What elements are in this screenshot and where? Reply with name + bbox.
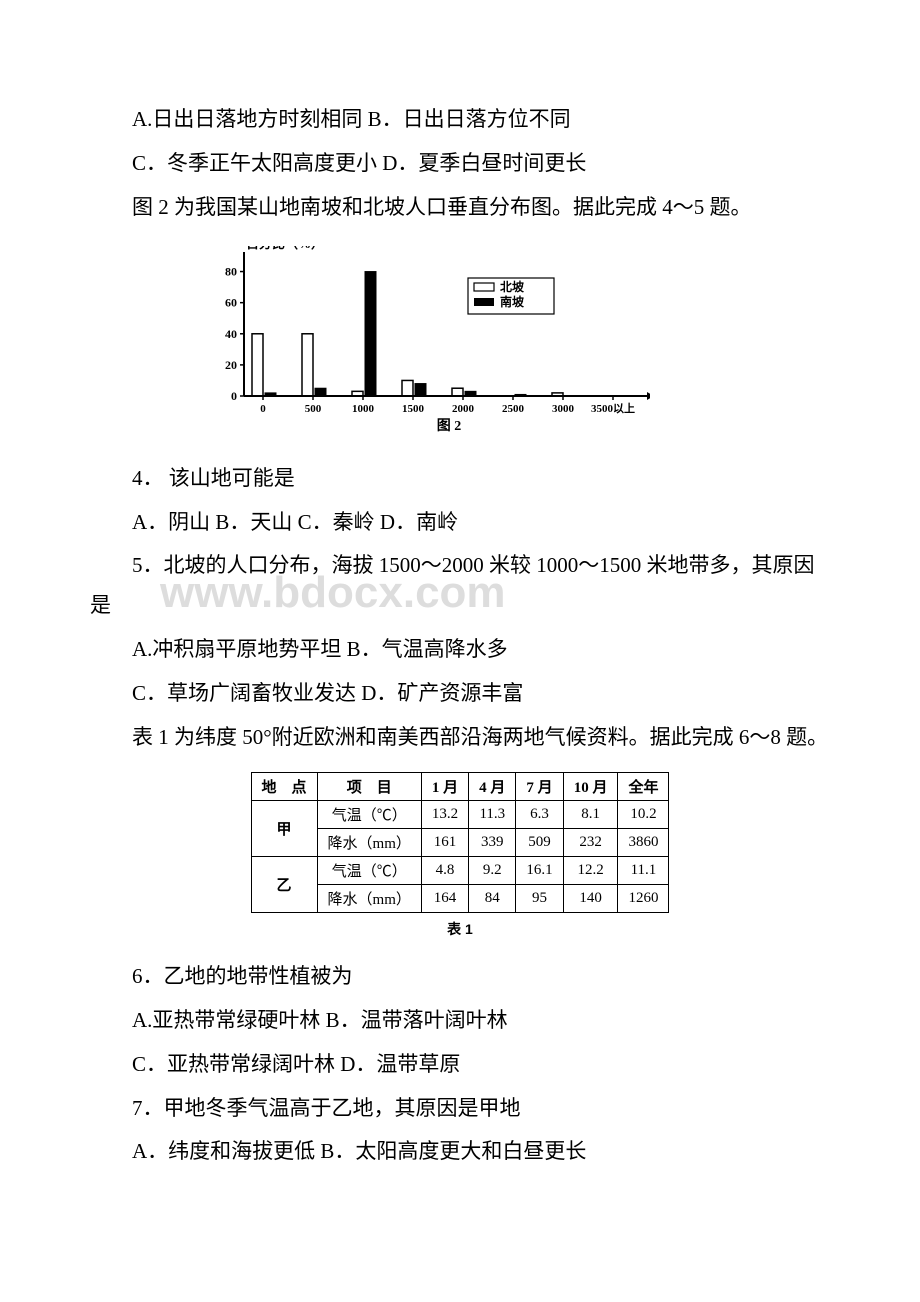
table-value-cell: 6.3 xyxy=(516,800,563,828)
bar-chart-svg: 百分比（%） 0 20 40 60 80 0 500 1000 1500 2000 2500 3000 3… xyxy=(210,246,650,436)
svg-text:3500以上: 3500以上 xyxy=(591,401,635,415)
table-value-cell: 232 xyxy=(563,828,618,856)
intro-table1: 表 1 为纬度 50°附近欧洲和南美西部沿海两地气候资料。据此完成 6～8 题。 xyxy=(90,718,830,758)
table-item-cell: 气温（℃） xyxy=(317,800,421,828)
svg-text:80: 80 xyxy=(225,264,237,278)
table-header-cell: 全年 xyxy=(618,772,669,800)
q6-stem: 6．乙地的地带性植被为 xyxy=(90,957,830,997)
svg-text:0: 0 xyxy=(231,389,237,403)
q7-opts-a: A．纬度和海拔更低 B．太阳高度更大和白昼更长 xyxy=(90,1132,830,1172)
svg-text:0: 0 xyxy=(260,403,266,415)
table-value-cell: 12.2 xyxy=(563,856,618,884)
table-header-cell: 1 月 xyxy=(421,772,468,800)
svg-text:500: 500 xyxy=(305,403,322,415)
table-item-cell: 降水（mm） xyxy=(317,884,421,912)
q3-line1: A.日出日落地方时刻相同 B．日出日落方位不同 xyxy=(90,100,830,140)
svg-text:北坡: 北坡 xyxy=(500,279,525,294)
table-value-cell: 339 xyxy=(469,828,516,856)
table-caption: 表 1 xyxy=(90,919,830,939)
table-value-cell: 95 xyxy=(516,884,563,912)
intro-fig2: 图 2 为我国某山地南坡和北坡人口垂直分布图。据此完成 4～5 题。 xyxy=(90,188,830,228)
table-value-cell: 3860 xyxy=(618,828,669,856)
table-value-cell: 13.2 xyxy=(421,800,468,828)
climate-table: 地 点项 目1 月4 月7 月10 月全年甲气温（℃）13.211.36.38.… xyxy=(251,772,670,913)
svg-text:20: 20 xyxy=(225,358,237,372)
table-row: 甲气温（℃）13.211.36.38.110.2 xyxy=(251,800,669,828)
q4-stem: 4． 该山地可能是 xyxy=(90,459,830,499)
table-value-cell: 10.2 xyxy=(618,800,669,828)
q7-stem: 7．甲地冬季气温高于乙地，其原因是甲地 xyxy=(90,1089,830,1129)
svg-text:百分比（%）: 百分比（%） xyxy=(246,246,324,251)
svg-text:3000: 3000 xyxy=(552,403,575,415)
table-value-cell: 4.8 xyxy=(421,856,468,884)
table-value-cell: 140 xyxy=(563,884,618,912)
q5-stem: 5．北坡的人口分布，海拔 1500～2000 米较 1000～1500 米地带多… xyxy=(90,546,830,626)
svg-text:南坡: 南坡 xyxy=(500,294,525,309)
q6-opts-a: A.亚热带常绿硬叶林 B．温带落叶阔叶林 xyxy=(90,1001,830,1041)
table-value-cell: 1260 xyxy=(618,884,669,912)
svg-text:2000: 2000 xyxy=(452,403,475,415)
q3-line2: C．冬季正午太阳高度更小 D．夏季白昼时间更长 xyxy=(90,144,830,184)
table-value-cell: 84 xyxy=(469,884,516,912)
table-value-cell: 164 xyxy=(421,884,468,912)
table-value-cell: 16.1 xyxy=(516,856,563,884)
q5-opts-a: A.冲积扇平原地势平坦 B．气温高降水多 xyxy=(90,630,830,670)
table-value-cell: 8.1 xyxy=(563,800,618,828)
table-value-cell: 161 xyxy=(421,828,468,856)
q5-opts-b: C．草场广阔畜牧业发达 D．矿产资源丰富 xyxy=(90,674,830,714)
climate-table-wrap: 地 点项 目1 月4 月7 月10 月全年甲气温（℃）13.211.36.38.… xyxy=(90,772,830,913)
table-place-cell: 乙 xyxy=(251,856,317,912)
svg-text:60: 60 xyxy=(225,295,237,309)
table-item-cell: 降水（mm） xyxy=(317,828,421,856)
table-place-cell: 甲 xyxy=(251,800,317,856)
bar-chart-fig2: 百分比（%） 0 20 40 60 80 0 500 1000 1500 2000 2500 3000 3… xyxy=(210,246,830,441)
svg-text:40: 40 xyxy=(225,326,237,340)
table-header-cell: 7 月 xyxy=(516,772,563,800)
table-value-cell: 11.3 xyxy=(469,800,516,828)
table-header-cell: 项 目 xyxy=(317,772,421,800)
svg-text:1000: 1000 xyxy=(352,403,375,415)
table-item-cell: 气温（℃） xyxy=(317,856,421,884)
table-header-cell: 10 月 xyxy=(563,772,618,800)
table-value-cell: 9.2 xyxy=(469,856,516,884)
table-value-cell: 509 xyxy=(516,828,563,856)
table-header-cell: 地 点 xyxy=(251,772,317,800)
svg-text:图 2: 图 2 xyxy=(437,418,462,434)
table-row: 乙气温（℃）4.89.216.112.211.1 xyxy=(251,856,669,884)
table-value-cell: 11.1 xyxy=(618,856,669,884)
q4-opts: A．阴山 B．天山 C．秦岭 D．南岭 xyxy=(90,503,830,543)
svg-text:1500: 1500 xyxy=(402,403,425,415)
table-header-cell: 4 月 xyxy=(469,772,516,800)
svg-text:2500: 2500 xyxy=(502,403,525,415)
q6-opts-b: C．亚热带常绿阔叶林 D．温带草原 xyxy=(90,1045,830,1085)
